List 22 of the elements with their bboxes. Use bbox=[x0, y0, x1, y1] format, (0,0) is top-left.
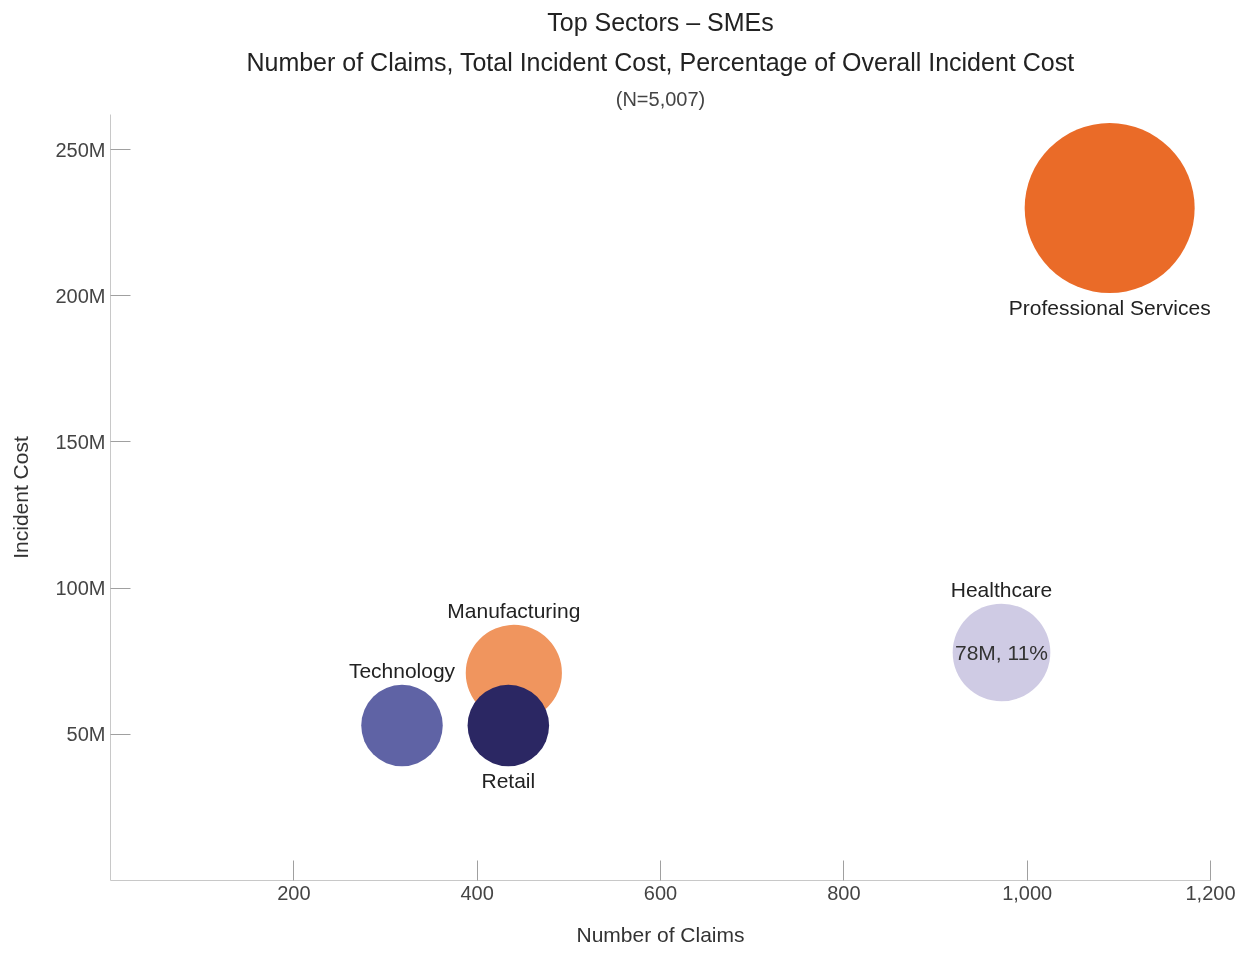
x-tick-label: 400 bbox=[460, 881, 494, 904]
series-label: Retail bbox=[481, 769, 536, 793]
chart-subtitle: Number of Claims, Total Incident Cost, Percentage of Overall Incident Cost bbox=[246, 47, 1075, 76]
x-tick-label: 1,200 bbox=[1185, 881, 1236, 904]
x-tick-label: 800 bbox=[827, 881, 861, 904]
series-label: Manufacturing bbox=[447, 598, 581, 622]
y-tick-label: 50M bbox=[66, 723, 106, 746]
series-label: Technology bbox=[348, 658, 456, 682]
y-tick-label: 200M bbox=[55, 284, 106, 307]
series-label: Professional Services bbox=[1008, 296, 1211, 320]
x-axis-title: Number of Claims bbox=[576, 922, 745, 946]
y-tick-label: 100M bbox=[55, 577, 106, 600]
chart-title: Top Sectors – SMEs bbox=[547, 7, 774, 36]
data-label: 78M, 11% bbox=[955, 640, 1048, 664]
x-tick-label: 1,000 bbox=[1002, 881, 1053, 904]
y-tick-label: 250M bbox=[55, 138, 106, 161]
series-label: Healthcare bbox=[950, 577, 1053, 601]
y-axis-title: Incident Cost bbox=[9, 436, 33, 559]
y-tick-label: 150M bbox=[55, 430, 106, 453]
x-tick-label: 200 bbox=[277, 881, 311, 904]
x-tick-label: 600 bbox=[643, 881, 678, 904]
text: (N=5,007) bbox=[615, 87, 706, 110]
